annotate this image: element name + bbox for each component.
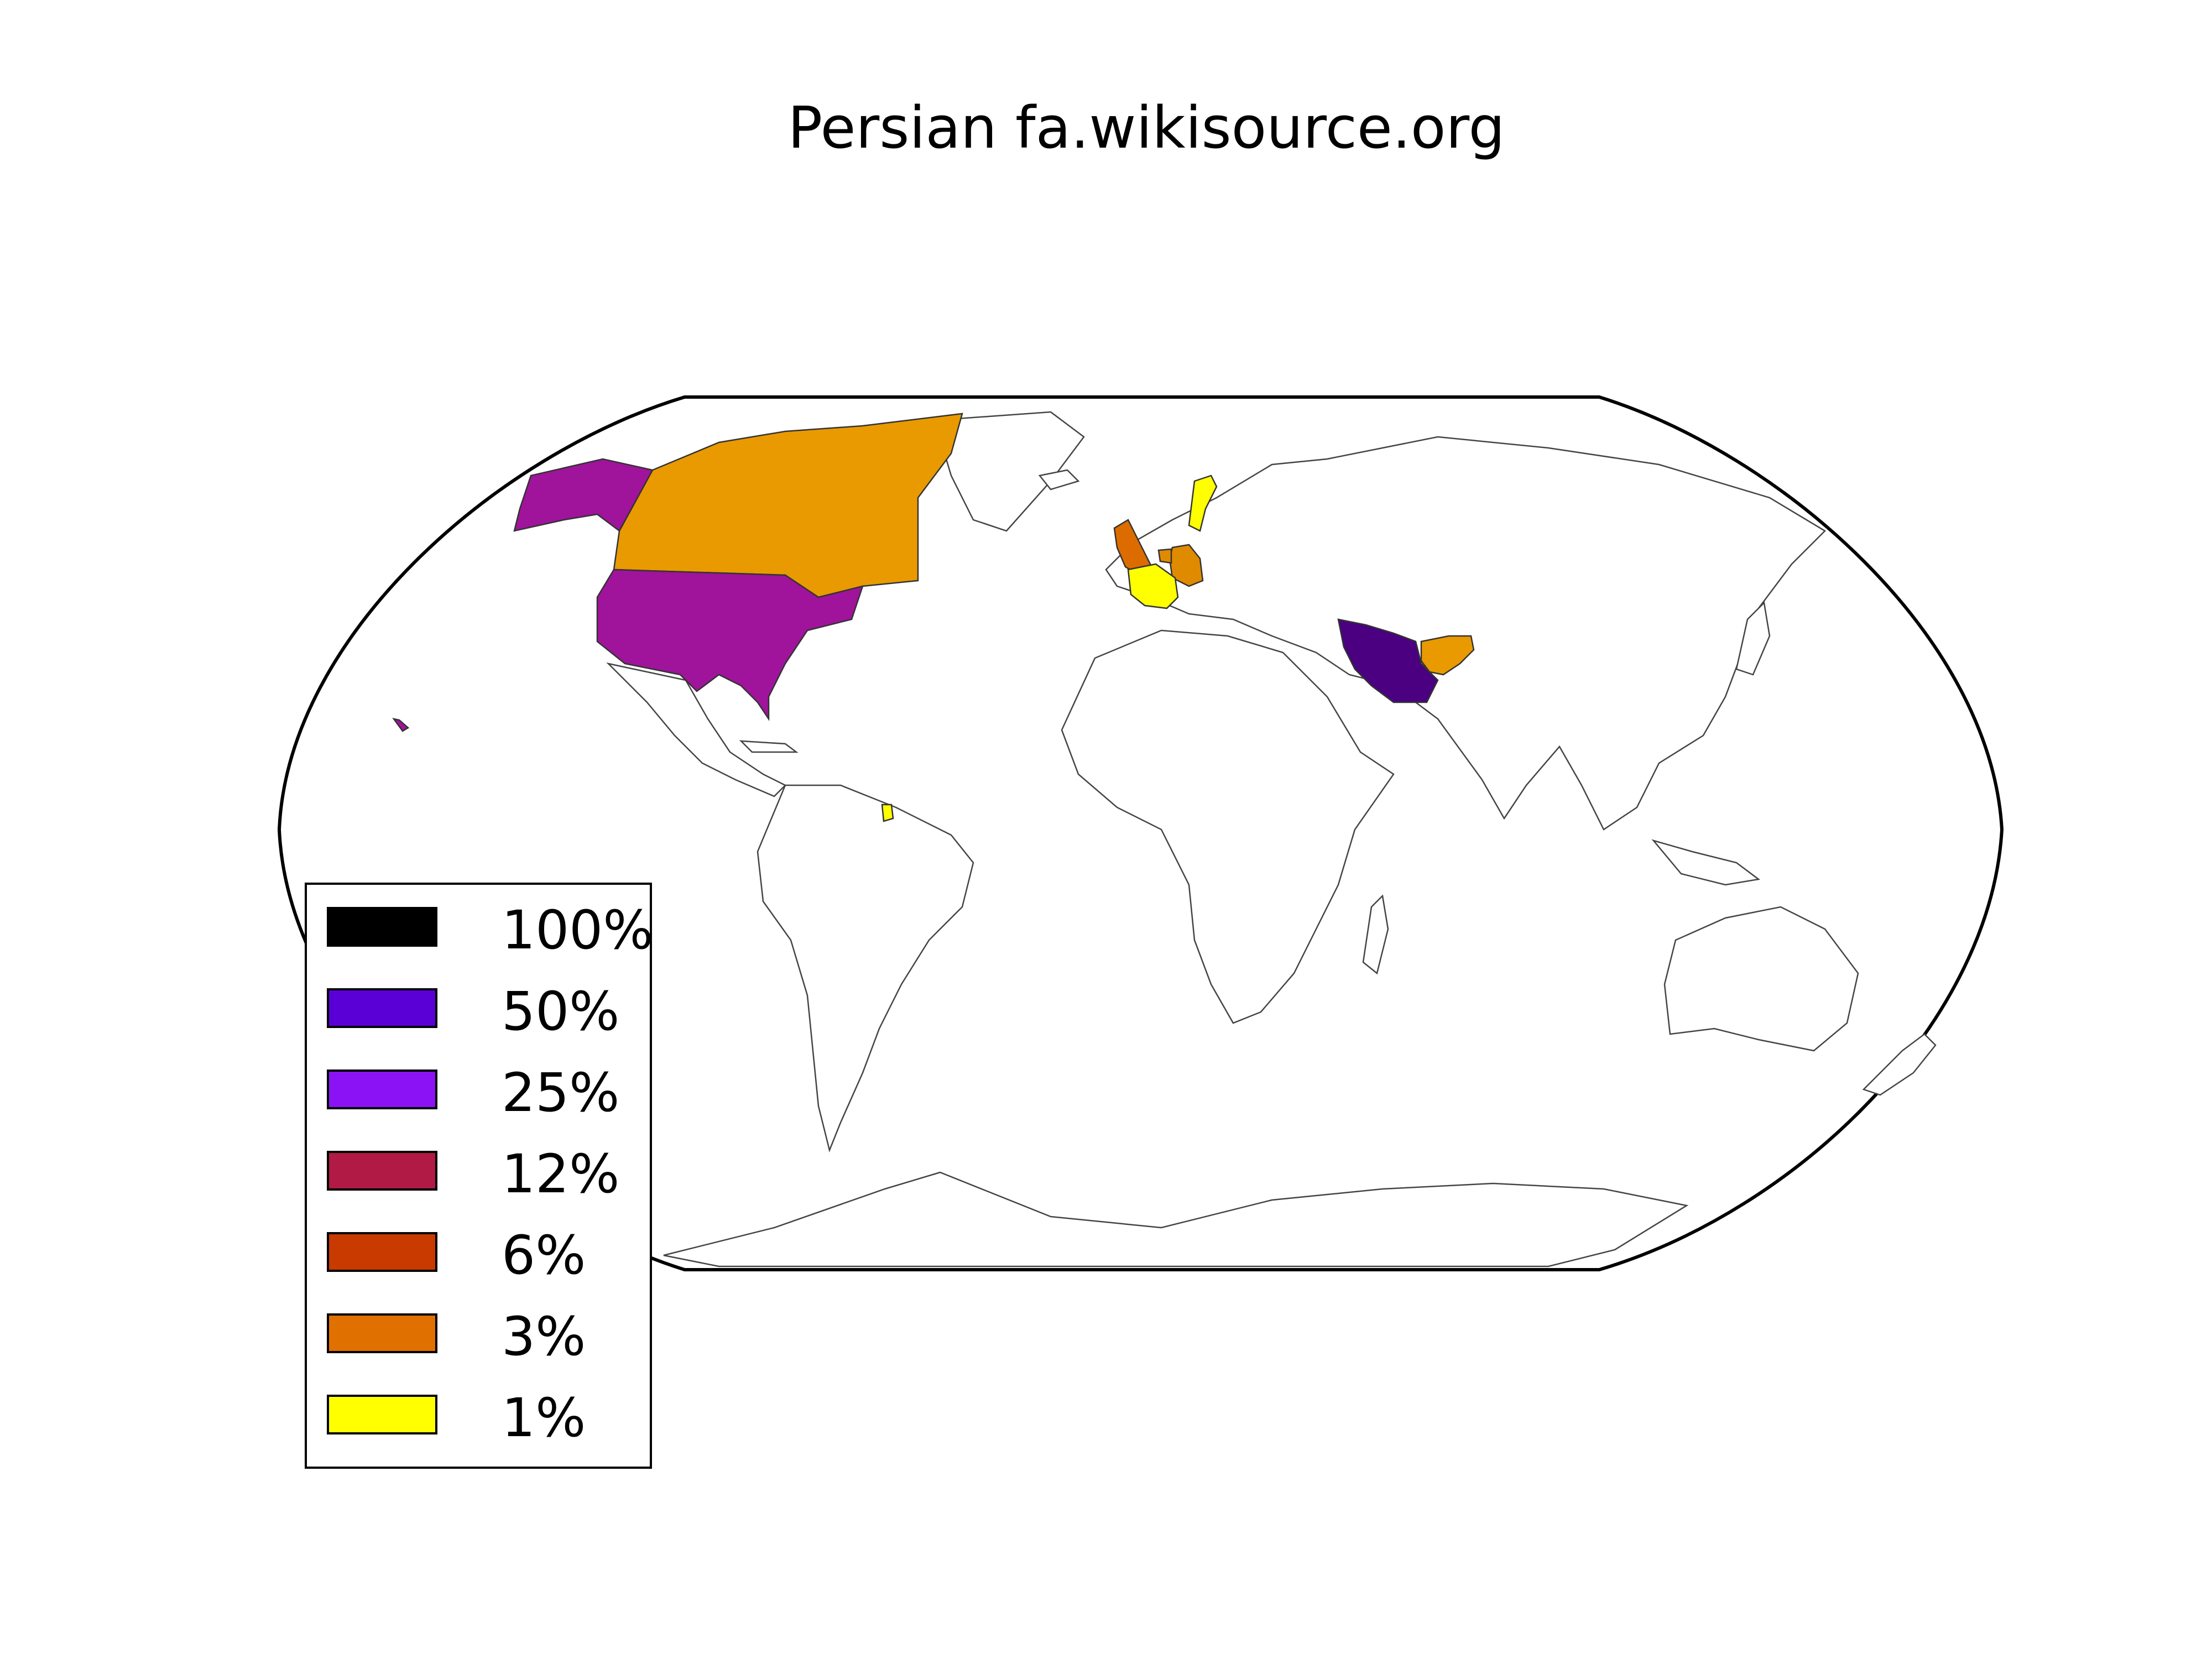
country-netherlands [1157, 548, 1172, 564]
country-france [1127, 563, 1179, 609]
land-cuba [739, 740, 799, 753]
legend-label: 12% [502, 1143, 620, 1205]
legend-swatch [327, 988, 437, 1028]
legend-swatch [327, 1151, 437, 1191]
legend-swatch [327, 907, 437, 947]
legend-label: 1% [502, 1387, 586, 1449]
map-title: Persian fa.wikisource.org [787, 94, 1505, 161]
country-afghanistan [1420, 635, 1475, 676]
legend-swatch [327, 1232, 437, 1272]
land-eurasia [1105, 436, 1827, 831]
legend-label: 50% [502, 980, 620, 1042]
land-new-zealand [1862, 1033, 1937, 1096]
country-french-guiana [881, 804, 894, 822]
legend-swatch [327, 1395, 437, 1434]
land-indonesia [1651, 839, 1761, 886]
land-mexico [606, 662, 787, 797]
land-greenland [933, 411, 1085, 532]
legend-swatch [327, 1313, 437, 1353]
land-africa [1061, 629, 1395, 1024]
legend: 100% 50% 25% 12% 6% 3% 1% [305, 883, 654, 1469]
country-sweden [1188, 474, 1218, 532]
legend-label: 100% [502, 899, 654, 961]
legend-label: 6% [502, 1224, 586, 1286]
land-iceland [1038, 469, 1080, 491]
country-hawaii [392, 718, 410, 732]
land-south-america [757, 784, 974, 1153]
land-antarctica [663, 1171, 1689, 1267]
land-japan [1735, 601, 1771, 676]
legend-swatch [327, 1070, 437, 1109]
country-usa [596, 568, 864, 722]
country-alaska [513, 458, 654, 532]
legend-label: 3% [502, 1306, 586, 1368]
legend-label: 25% [502, 1062, 620, 1124]
land-madagascar [1362, 894, 1389, 975]
land-australia [1663, 906, 1859, 1052]
country-iran [1337, 618, 1439, 703]
